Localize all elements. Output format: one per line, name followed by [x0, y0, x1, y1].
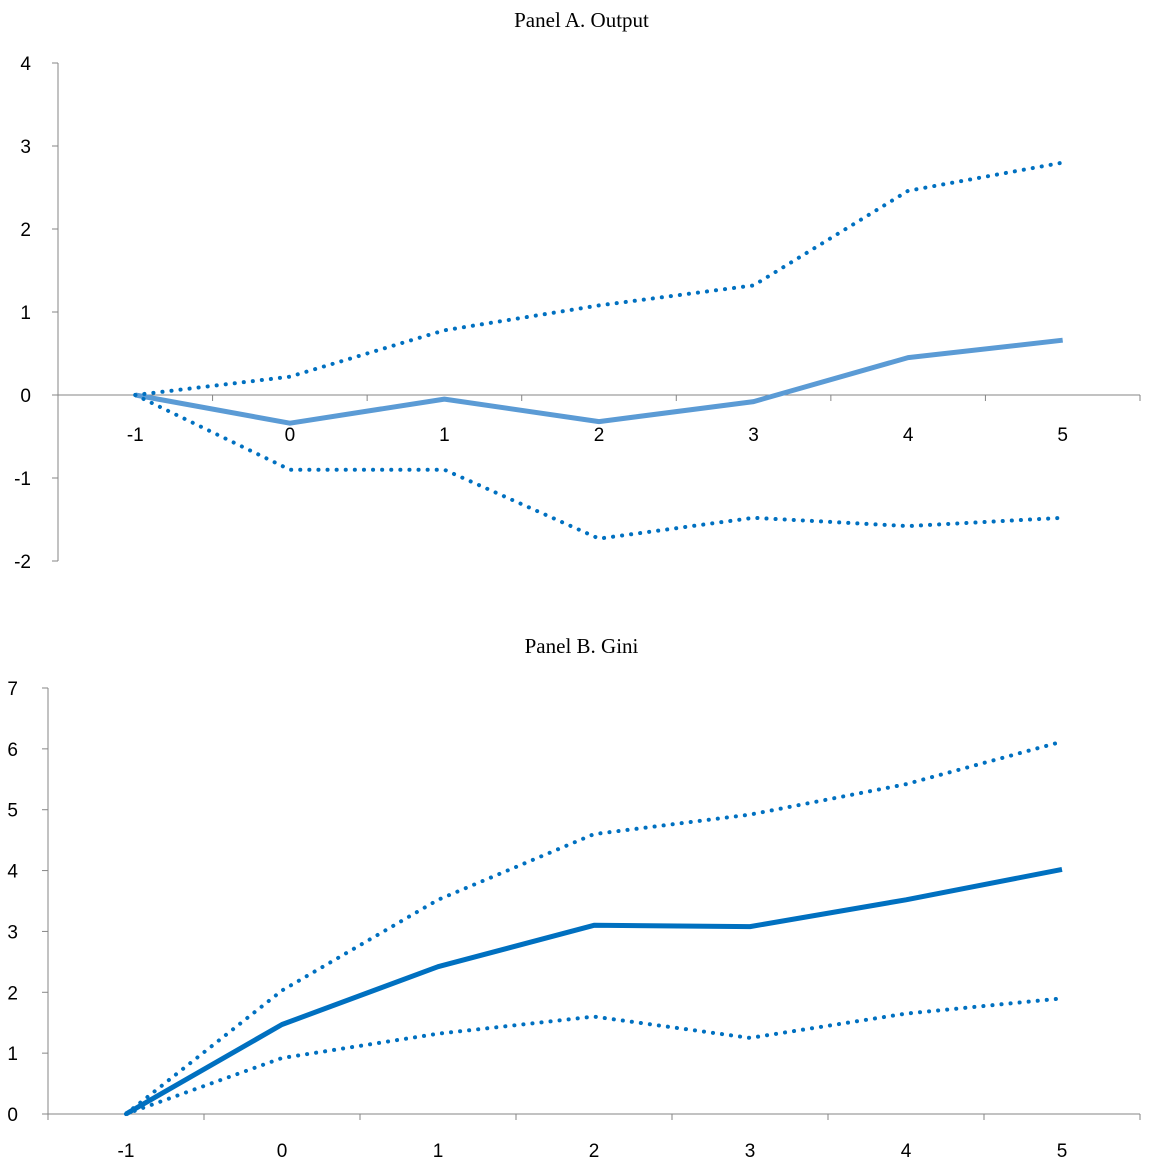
panel-a-y-tick-label: 0	[20, 386, 31, 407]
panel-b-y-tick-label: 5	[7, 801, 18, 822]
panel-a-x-tick-label: -1	[127, 425, 144, 446]
panel-a-x-tick-label: 3	[748, 425, 759, 446]
panel-b-series-2-dotted-line	[124, 996, 1064, 1116]
panel-b-y-tick-label: 3	[7, 922, 18, 943]
panel-b-title: Panel B. Gini	[524, 634, 639, 658]
panel-b-x-tick-label: 5	[1057, 1141, 1068, 1162]
panel-b-x-tick-label: -1	[118, 1141, 135, 1162]
panel-a-y-tick-label: 1	[20, 303, 31, 324]
panel-b-y-tick-label: 4	[7, 862, 18, 883]
panel-a-title: Panel A. Output	[514, 8, 649, 32]
panel-a-x-tick-label: 5	[1057, 425, 1068, 446]
panel-a-x-tick-label: 1	[439, 425, 450, 446]
panel-b-x-tick-label: 2	[589, 1141, 600, 1162]
panel-a-y-tick-label: 2	[20, 220, 31, 241]
panel-a-x-tick-label: 4	[903, 425, 914, 446]
panel-b-y-tick-label: 6	[7, 740, 18, 761]
panel-b-series-0-solid-line	[124, 866, 1063, 1117]
panel-a-chart: -2 -1 0 1 2 3 4 -1 0 1 2 3 4 5	[14, 54, 1141, 573]
panel-b-y-tick-label: 7	[7, 679, 18, 700]
panel-b-x-tick-label: 0	[277, 1141, 288, 1162]
panel-a-series-1-dotted-line	[133, 160, 1065, 397]
panel-b-y-tick-label: 2	[7, 983, 18, 1004]
panel-a-x-tick-label: 0	[285, 425, 296, 446]
panel-b-series-1-dotted-line	[124, 739, 1064, 1116]
panel-a-series-0-solid-line	[134, 337, 1063, 426]
panel-a-y-tick-label: -1	[14, 469, 31, 490]
panel-a-y-tick-label: 4	[20, 54, 31, 75]
panel-b-x-tick-label: 4	[901, 1141, 912, 1162]
panel-b-x-tick-label: 1	[433, 1141, 444, 1162]
panel-b-x-tick-label: 3	[745, 1141, 756, 1162]
panel-a-y-tick-label: 3	[20, 137, 31, 158]
panel-b-y-tick-label: 1	[7, 1044, 18, 1065]
panel-a-x-tick-label: 2	[594, 425, 605, 446]
panel-b-y-tick-label: 0	[7, 1105, 18, 1126]
panel-a-series-2-dotted-line	[133, 393, 1065, 541]
panel-a-y-tick-label: -2	[14, 552, 31, 573]
